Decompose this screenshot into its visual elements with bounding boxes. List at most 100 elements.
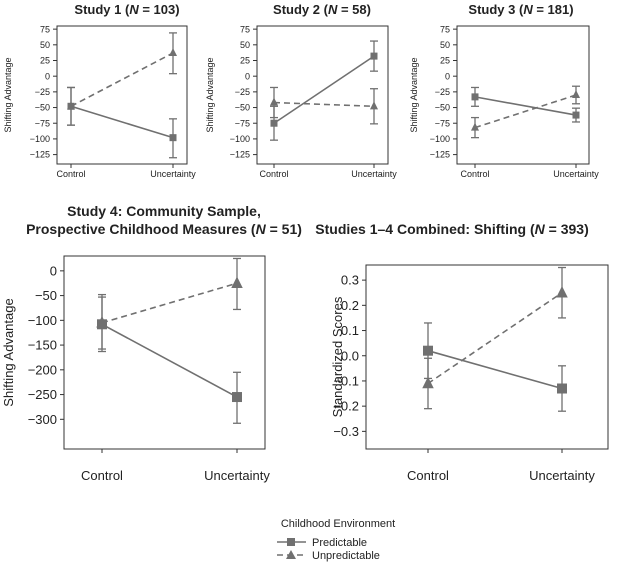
marker-triangle <box>168 47 178 56</box>
series-line-unpredictable <box>474 94 577 129</box>
y-tick-label: −100 <box>30 134 50 144</box>
y-tick-label: −50 <box>235 103 250 113</box>
chart-title: Prospective Childhood Measures (N = 51) <box>26 221 302 237</box>
title-part: Prospective Childhood Measures ( <box>26 221 256 237</box>
title-part: Study 4: Community Sample, <box>67 203 261 219</box>
x-tick-label: Uncertainty <box>529 468 595 483</box>
series-line-predictable <box>70 105 174 139</box>
y-tick-label: 50 <box>240 40 250 50</box>
marker-triangle <box>269 97 279 106</box>
y-tick-label: −100 <box>28 313 57 328</box>
series-line-unpredictable <box>101 282 238 324</box>
y-tick-label: −25 <box>435 87 450 97</box>
title-part: Study 2 ( <box>273 2 329 17</box>
x-tick-label: Uncertainty <box>553 169 599 179</box>
marker-triangle <box>369 101 379 110</box>
title-part: = 103) <box>139 2 180 17</box>
x-tick-label: Uncertainty <box>204 468 270 483</box>
x-tick-label: Control <box>56 169 85 179</box>
title-part: Study 3 ( <box>468 2 524 17</box>
title-part: = 181) <box>533 2 574 17</box>
y-axis-label: Standardized Scores <box>330 296 345 417</box>
y-axis-label: Shifting Advantage <box>409 57 419 132</box>
chart-3: Study 3 (N = 181) 75 50 25 0 −25 −50 −75 −100 −12… <box>409 2 599 179</box>
chart-5: Studies 1–4 Combined: Shifting (N = 393)… <box>315 221 609 483</box>
x-tick-label: Control <box>259 169 288 179</box>
y-axis-label: Shifting Advantage <box>205 57 215 132</box>
y-tick-label: 75 <box>40 24 50 34</box>
y-tick-label: −150 <box>28 338 57 353</box>
plot-frame <box>365 264 609 450</box>
marker-triangle <box>66 101 76 110</box>
y-tick-label: −125 <box>230 150 250 160</box>
series-line-unpredictable <box>70 52 174 107</box>
y-tick-label: 25 <box>440 56 450 66</box>
marker-triangle <box>556 285 568 298</box>
marker-square <box>557 383 567 394</box>
y-tick-label: 0.3 <box>341 273 359 288</box>
y-tick-label: 75 <box>240 24 250 34</box>
series-line-predictable <box>273 55 375 124</box>
y-tick-label: −75 <box>35 118 50 128</box>
y-tick-label: −25 <box>35 87 50 97</box>
y-tick-label: −200 <box>28 362 57 377</box>
plot-frame <box>256 25 389 165</box>
legend-marker-triangle <box>286 550 296 559</box>
chart-1: Study 1 (N = 103) 75 50 25 0 −25 −50 −75 −100 −12… <box>3 2 196 179</box>
chart-title: Study 4: Community Sample, <box>67 203 261 219</box>
marker-square <box>232 392 242 403</box>
title-part: Study 1 ( <box>74 2 130 17</box>
series-line-unpredictable <box>427 292 563 385</box>
marker-triangle <box>571 89 581 99</box>
y-tick-label: −100 <box>430 134 450 144</box>
title-part: = 58) <box>337 2 371 17</box>
marker-square <box>270 119 278 127</box>
x-tick-label: Control <box>407 468 449 483</box>
marker-triangle <box>96 316 108 328</box>
y-tick-label: 0 <box>445 71 450 81</box>
y-tick-label: 25 <box>40 56 50 66</box>
y-tick-label: 50 <box>440 40 450 50</box>
marker-square <box>370 52 378 60</box>
marker-square <box>471 93 479 101</box>
y-tick-label: −300 <box>28 412 57 427</box>
y-tick-label: −50 <box>435 103 450 113</box>
y-tick-label: −25 <box>235 87 250 97</box>
y-tick-label: −0.3 <box>333 424 359 439</box>
chart-2: Study 2 (N = 58) 75 50 25 0 −25 −50 −75 −100 −125… <box>205 2 397 179</box>
title-part: N <box>256 221 267 237</box>
y-tick-label: 50 <box>40 40 50 50</box>
y-tick-label: −250 <box>28 387 57 402</box>
y-tick-label: 0 <box>50 263 57 278</box>
x-tick-label: Uncertainty <box>351 169 397 179</box>
y-axis-label: Shifting Advantage <box>1 298 16 406</box>
y-tick-label: −50 <box>35 103 50 113</box>
title-part: N <box>328 2 338 17</box>
y-tick-label: −75 <box>435 118 450 128</box>
series-line-predictable <box>427 349 563 390</box>
title-part: N <box>535 221 546 237</box>
chart-title: Studies 1–4 Combined: Shifting (N = 393) <box>315 221 588 237</box>
y-tick-label: −0.2 <box>333 399 359 414</box>
y-tick-label: 0 <box>45 71 50 81</box>
y-axis-label: Shifting Advantage <box>3 57 13 132</box>
y-tick-label: −75 <box>235 118 250 128</box>
title-part: N <box>129 2 139 17</box>
y-tick-label: 75 <box>440 24 450 34</box>
y-tick-label: 0.1 <box>341 323 359 338</box>
legend: Childhood Environment PredictableUnpredic… <box>277 518 395 562</box>
title-part: = 393) <box>545 221 589 237</box>
series-line-predictable <box>101 323 238 398</box>
y-tick-label: 25 <box>240 56 250 66</box>
chart-title: Study 2 (N = 58) <box>273 2 371 17</box>
legend-marker-square <box>287 538 295 546</box>
marker-triangle <box>231 276 243 288</box>
chart-title: Study 1 (N = 103) <box>74 2 179 17</box>
legend-label: Unpredictable <box>312 550 380 562</box>
chart-title: Study 3 (N = 181) <box>468 2 573 17</box>
y-tick-label: −0.1 <box>333 373 359 388</box>
legend-title: Childhood Environment <box>281 518 395 530</box>
y-tick-label: −100 <box>230 134 250 144</box>
y-tick-label: −125 <box>30 150 50 160</box>
